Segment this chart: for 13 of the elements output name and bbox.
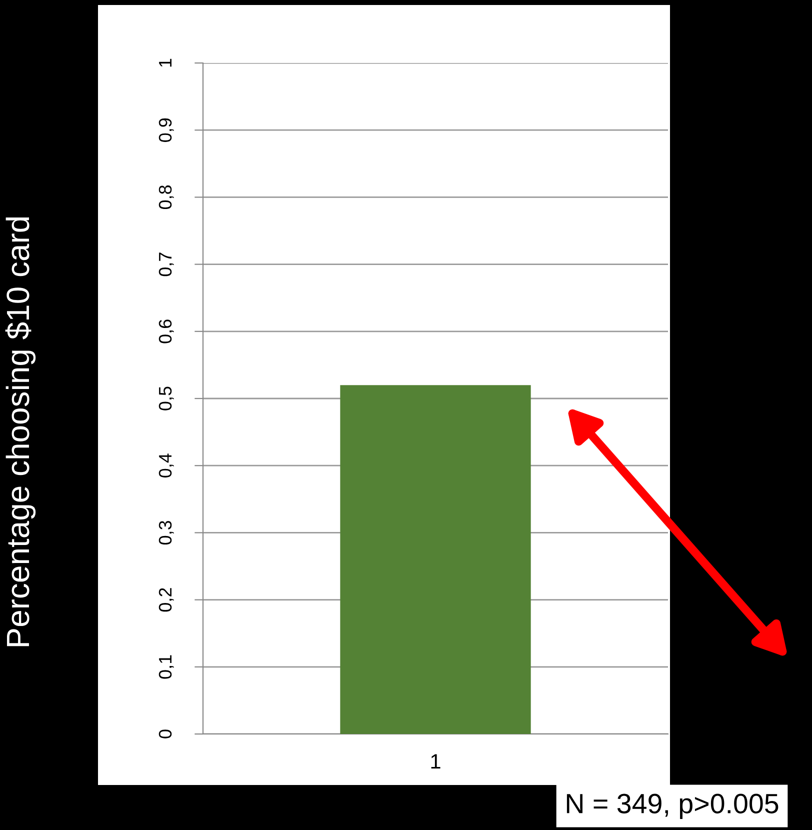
y-tick-label: 0,1 bbox=[158, 655, 174, 679]
y-tick-label: 1 bbox=[159, 58, 172, 67]
y-tick-label: 0,8 bbox=[158, 185, 174, 210]
y-tick-label: 0,2 bbox=[158, 588, 174, 612]
y-tick-label: 0,3 bbox=[158, 520, 174, 545]
y-tick-label: 0,5 bbox=[158, 386, 174, 410]
y-tick-label: 0,4 bbox=[158, 454, 174, 478]
text: N = 349, p>0.005 bbox=[566, 794, 778, 819]
y-axis-title: Percentage choosing $10 card bbox=[5, 217, 36, 646]
y-tick-label: 0 bbox=[158, 730, 172, 738]
y-tick-label: 0,9 bbox=[158, 118, 174, 142]
y-tick-label: 0,6 bbox=[158, 320, 174, 344]
y-tick-label: 0,7 bbox=[158, 252, 174, 276]
